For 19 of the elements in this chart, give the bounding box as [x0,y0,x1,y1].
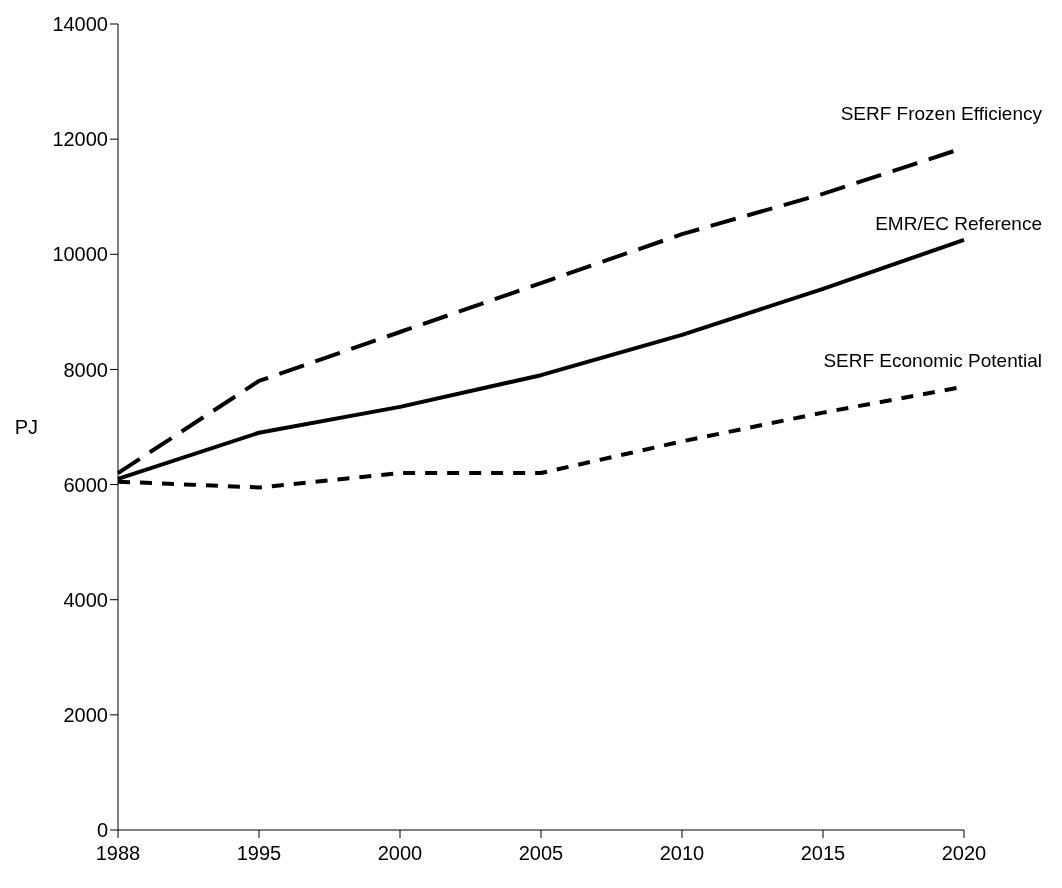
x-tick-label: 1995 [236,842,282,865]
y-tick-label: 8000 [63,358,108,381]
x-tick-label: 2010 [659,842,705,865]
text: SERF Frozen Efficiency [840,102,1043,124]
y-axis-title: PJ [14,416,38,439]
series-label: SERF Economic Potential [823,349,1042,371]
series-label: EMR/EC Reference [875,212,1042,234]
x-tick-label: 2005 [518,842,564,865]
y-tick-label: 2000 [63,703,108,726]
y-tick-label: 4000 [63,588,108,611]
y-tick-label: 10000 [52,243,108,266]
x-tick-label: 2000 [377,842,423,865]
x-tick-label: 2015 [800,842,846,865]
x-tick-label: 2020 [941,842,987,865]
x-tick-label: 1988 [95,842,141,865]
y-tick-label: 0 [96,819,108,842]
y-tick-label: 12000 [52,128,108,151]
y-tick-label: 14000 [52,13,108,36]
y-tick-label: 6000 [63,473,108,496]
